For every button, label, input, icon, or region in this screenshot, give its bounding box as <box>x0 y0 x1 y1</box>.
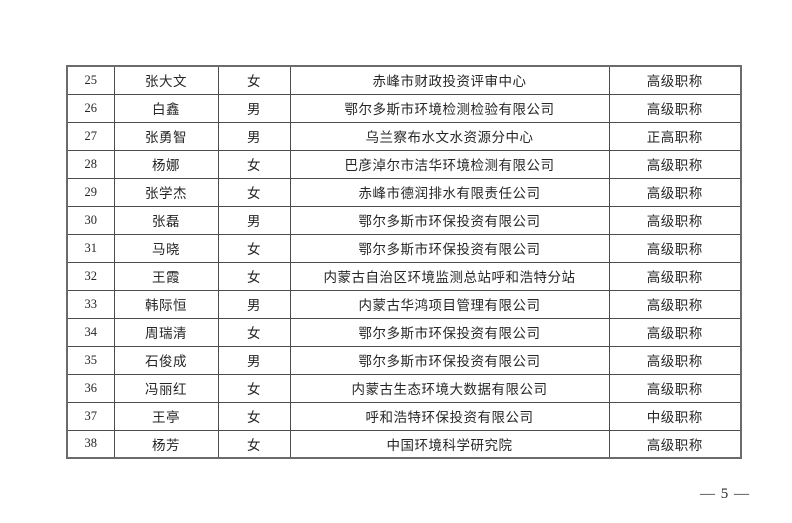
table-row: 32 王霞 女 内蒙古自治区环境监测总站呼和浩特分站 高级职称 <box>66 261 742 291</box>
cell-name: 张学杰 <box>113 177 219 207</box>
cell-title: 正高职称 <box>608 121 742 151</box>
cell-organization: 鄂尔多斯市环保投资有限公司 <box>289 317 610 347</box>
cell-title: 高级职称 <box>608 317 742 347</box>
cell-row-number: 27 <box>66 121 115 151</box>
table-row: 33 韩际恒 男 内蒙古华鸿项目管理有限公司 高级职称 <box>66 289 742 319</box>
cell-row-number: 32 <box>66 261 115 291</box>
cell-organization: 乌兰察布水文水资源分中心 <box>289 121 610 151</box>
cell-gender: 男 <box>217 205 291 235</box>
cell-name: 石俊成 <box>113 345 219 375</box>
cell-name: 杨芳 <box>113 429 219 459</box>
cell-organization: 内蒙古生态环境大数据有限公司 <box>289 373 610 403</box>
cell-gender: 女 <box>217 177 291 207</box>
cell-row-number: 33 <box>66 289 115 319</box>
table-row: 29 张学杰 女 赤峰市德润排水有限责任公司 高级职称 <box>66 177 742 207</box>
cell-row-number: 34 <box>66 317 115 347</box>
page-number: — 5 — <box>700 486 750 502</box>
table-row: 38 杨芳 女 中国环境科学研究院 高级职称 <box>66 429 742 459</box>
cell-gender: 男 <box>217 289 291 319</box>
table-row: 35 石俊成 男 鄂尔多斯市环保投资有限公司 高级职称 <box>66 345 742 375</box>
cell-organization: 内蒙古自治区环境监测总站呼和浩特分站 <box>289 261 610 291</box>
cell-title: 高级职称 <box>608 233 742 263</box>
cell-name: 马晓 <box>113 233 219 263</box>
table-row: 36 冯丽红 女 内蒙古生态环境大数据有限公司 高级职称 <box>66 373 742 403</box>
cell-title: 高级职称 <box>608 65 742 95</box>
table-row: 27 张勇智 男 乌兰察布水文水资源分中心 正高职称 <box>66 121 742 151</box>
table-row: 31 马晓 女 鄂尔多斯市环保投资有限公司 高级职称 <box>66 233 742 263</box>
cell-row-number: 25 <box>66 65 115 95</box>
cell-gender: 女 <box>217 149 291 179</box>
cell-organization: 鄂尔多斯市环保投资有限公司 <box>289 233 610 263</box>
cell-title: 高级职称 <box>608 345 742 375</box>
cell-title: 高级职称 <box>608 261 742 291</box>
cell-name: 张大文 <box>113 65 219 95</box>
cell-row-number: 29 <box>66 177 115 207</box>
table-row: 26 白鑫 男 鄂尔多斯市环境检测检验有限公司 高级职称 <box>66 93 742 123</box>
cell-title: 高级职称 <box>608 289 742 319</box>
table-row: 28 杨娜 女 巴彦淖尔市洁华环境检测有限公司 高级职称 <box>66 149 742 179</box>
cell-title: 高级职称 <box>608 93 742 123</box>
cell-row-number: 26 <box>66 93 115 123</box>
table-row: 25 张大文 女 赤峰市财政投资评审中心 高级职称 <box>66 65 742 95</box>
cell-title: 高级职称 <box>608 373 742 403</box>
cell-name: 张磊 <box>113 205 219 235</box>
cell-organization: 内蒙古华鸿项目管理有限公司 <box>289 289 610 319</box>
table-row: 37 王亭 女 呼和浩特环保投资有限公司 中级职称 <box>66 401 742 431</box>
cell-title: 高级职称 <box>608 177 742 207</box>
cell-name: 周瑞清 <box>113 317 219 347</box>
cell-gender: 男 <box>217 345 291 375</box>
cell-organization: 呼和浩特环保投资有限公司 <box>289 401 610 431</box>
cell-name: 冯丽红 <box>113 373 219 403</box>
cell-title: 高级职称 <box>608 429 742 459</box>
cell-title: 中级职称 <box>608 401 742 431</box>
cell-name: 白鑫 <box>113 93 219 123</box>
cell-name: 张勇智 <box>113 121 219 151</box>
cell-gender: 男 <box>217 121 291 151</box>
cell-gender: 女 <box>217 233 291 263</box>
cell-row-number: 36 <box>66 373 115 403</box>
cell-row-number: 30 <box>66 205 115 235</box>
cell-row-number: 35 <box>66 345 115 375</box>
roster-table: 25 张大文 女 赤峰市财政投资评审中心 高级职称 26 白鑫 男 鄂尔多斯市环… <box>66 65 742 459</box>
cell-gender: 女 <box>217 317 291 347</box>
cell-name: 杨娜 <box>113 149 219 179</box>
cell-row-number: 28 <box>66 149 115 179</box>
cell-organization: 鄂尔多斯市环保投资有限公司 <box>289 205 610 235</box>
cell-gender: 女 <box>217 261 291 291</box>
table-row: 30 张磊 男 鄂尔多斯市环保投资有限公司 高级职称 <box>66 205 742 235</box>
cell-name: 王霞 <box>113 261 219 291</box>
cell-gender: 女 <box>217 65 291 95</box>
cell-title: 高级职称 <box>608 149 742 179</box>
cell-gender: 女 <box>217 401 291 431</box>
cell-gender: 女 <box>217 373 291 403</box>
table-row: 34 周瑞清 女 鄂尔多斯市环保投资有限公司 高级职称 <box>66 317 742 347</box>
cell-organization: 中国环境科学研究院 <box>289 429 610 459</box>
cell-row-number: 37 <box>66 401 115 431</box>
cell-name: 王亭 <box>113 401 219 431</box>
cell-name: 韩际恒 <box>113 289 219 319</box>
cell-organization: 鄂尔多斯市环保投资有限公司 <box>289 345 610 375</box>
cell-row-number: 38 <box>66 429 115 459</box>
cell-organization: 鄂尔多斯市环境检测检验有限公司 <box>289 93 610 123</box>
cell-organization: 巴彦淖尔市洁华环境检测有限公司 <box>289 149 610 179</box>
cell-gender: 女 <box>217 429 291 459</box>
cell-organization: 赤峰市财政投资评审中心 <box>289 65 610 95</box>
cell-gender: 男 <box>217 93 291 123</box>
cell-organization: 赤峰市德润排水有限责任公司 <box>289 177 610 207</box>
cell-row-number: 31 <box>66 233 115 263</box>
cell-title: 高级职称 <box>608 205 742 235</box>
